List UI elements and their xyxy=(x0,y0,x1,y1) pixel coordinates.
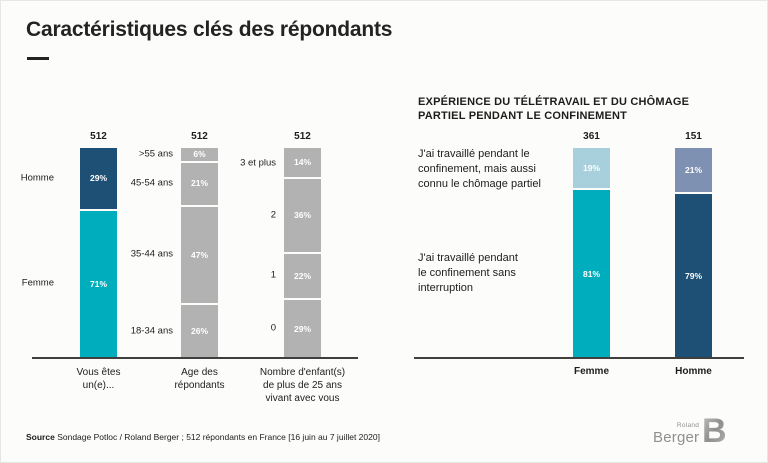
bar-segment: 79% xyxy=(675,192,712,358)
stacked-bar: 21% 79% xyxy=(675,148,712,358)
bar-total: 512 xyxy=(191,131,208,142)
bar-segment: 36% xyxy=(284,177,321,252)
segment-value: 19% xyxy=(582,162,600,173)
segment-label: Homme xyxy=(20,172,54,184)
bar-segment: 21% xyxy=(675,148,712,193)
axis-title: Nombre d'enfant(s) de plus de 25 ans viv… xyxy=(259,367,346,404)
segment-value: 6% xyxy=(193,149,206,160)
stacked-bar: 6% 21% 47% 26% xyxy=(181,148,218,358)
source-label: Source xyxy=(26,432,55,442)
segment-value: 26% xyxy=(190,326,208,337)
bar-segment: 71% xyxy=(80,208,117,358)
stacked-bar: 14% 36% 22% 29% xyxy=(284,148,321,358)
segment-value: 71% xyxy=(89,279,107,290)
bar-total: 512 xyxy=(90,131,107,142)
segment-label: 2 xyxy=(270,209,276,221)
segment-labels: >55 ans 45-54 ans 35-44 ans 18-34 ans xyxy=(83,148,173,358)
segment-value: 22% xyxy=(293,270,311,281)
stacked-bar: 29% 71% xyxy=(80,148,117,358)
axis-title: Age des répondants xyxy=(174,367,225,391)
axis-title: Vous êtes un(e)... xyxy=(76,367,121,391)
svg-text:B: B xyxy=(704,415,727,445)
segment-value: 29% xyxy=(89,173,107,184)
segment-label: Femme xyxy=(21,277,54,289)
segment-value: 81% xyxy=(582,268,600,279)
bar-total: 151 xyxy=(685,131,702,142)
segment-label: 35-44 ans xyxy=(130,248,173,260)
segment-value: 47% xyxy=(190,249,208,260)
bar-segment: 47% xyxy=(181,204,218,304)
logo-berger-label: Berger xyxy=(653,429,700,446)
segment-value: 36% xyxy=(293,210,311,221)
source-note: Source Sondage Potloc / Roland Berger ; … xyxy=(26,432,380,442)
bar-total: 512 xyxy=(294,131,311,142)
axis-baseline-right xyxy=(414,357,744,359)
stacked-bar: 19% 81% xyxy=(573,148,610,358)
bar-segment: 19% xyxy=(573,148,610,188)
source-text: Sondage Potloc / Roland Berger ; 512 rép… xyxy=(54,432,380,442)
segment-labels: Homme Femme xyxy=(1,148,54,358)
logo-text: Roland Berger xyxy=(653,421,700,446)
segment-label: 1 xyxy=(270,269,276,281)
statement-no-interruption: J'ai travaillé pendant le confinement sa… xyxy=(418,252,518,294)
roland-berger-logo: Roland Berger B xyxy=(653,415,728,445)
page-title: Caractéristiques clés des répondants xyxy=(26,18,393,41)
statement-partial-unemployment: J'ai travaillé pendant le confinement, m… xyxy=(418,148,541,190)
axis-title: Homme xyxy=(675,366,712,377)
bar-total: 361 xyxy=(583,131,600,142)
axis-baseline-left xyxy=(32,357,358,359)
bar-segment: 26% xyxy=(181,303,218,358)
title-underline xyxy=(27,57,49,60)
section-heading: EXPÉRIENCE DU TÉLÉTRAVAIL ET DU CHÔMAGE … xyxy=(418,96,690,123)
bar-segment: 14% xyxy=(284,148,321,178)
segment-label: 18-34 ans xyxy=(130,325,173,337)
segment-label: 0 xyxy=(270,322,276,334)
segment-value: 21% xyxy=(190,178,208,189)
segment-value: 29% xyxy=(293,323,311,334)
segment-value: 14% xyxy=(293,157,311,168)
bar-segment: 22% xyxy=(284,251,321,298)
segment-label: >55 ans xyxy=(138,148,173,160)
segment-label: 3 et plus xyxy=(240,157,276,169)
roland-berger-b-icon: B xyxy=(704,415,727,445)
logo-roland-label: Roland xyxy=(676,421,700,429)
segment-value: 21% xyxy=(684,164,702,175)
bar-segment: 29% xyxy=(284,297,321,358)
segment-value: 79% xyxy=(684,270,702,281)
bar-segment: 6% xyxy=(181,148,218,161)
segment-label: 45-54 ans xyxy=(130,177,173,189)
bar-segment: 29% xyxy=(80,148,117,209)
axis-title: Femme xyxy=(573,366,609,377)
bar-segment: 81% xyxy=(573,187,610,358)
bar-segment: 21% xyxy=(181,160,218,205)
segment-labels: 3 et plus 2 1 0 xyxy=(186,148,276,358)
